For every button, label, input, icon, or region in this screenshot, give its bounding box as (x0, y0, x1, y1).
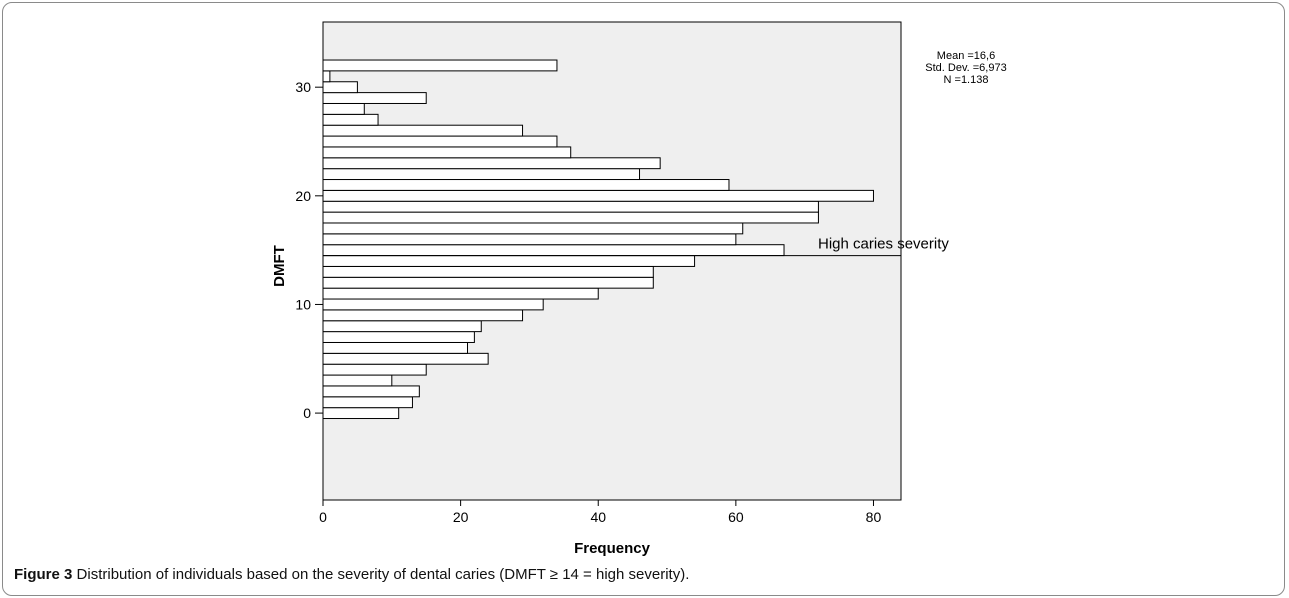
histogram-bar (322, 200, 819, 213)
histogram-bar (322, 70, 331, 83)
y-tick-label: 30 (295, 79, 311, 95)
histogram-bar (322, 352, 489, 365)
histogram-bar (322, 222, 744, 235)
histogram-bar (322, 396, 413, 409)
histogram-bar (322, 341, 468, 354)
histogram-bar (322, 146, 572, 159)
stats-box: Mean =16,6 Std. Dev. =6,973 N =1.138 (925, 50, 1006, 86)
histogram-bar (322, 374, 393, 387)
histogram-bar (322, 59, 558, 72)
annotation-label: High caries severity (818, 236, 949, 253)
histogram-bar (322, 81, 358, 94)
x-axis-label: Frequency (574, 540, 651, 557)
histogram-bar (322, 309, 524, 322)
caption-text: Distribution of individuals based on the… (76, 566, 690, 583)
figure-caption: Figure 3 Distribution of individuals bas… (14, 566, 689, 583)
x-tick-label: 40 (590, 509, 606, 525)
annotation-group: High caries severity (323, 236, 949, 257)
histogram-bar (322, 287, 599, 300)
histogram-bar (322, 276, 654, 289)
y-axis: 0 10 20 30 (295, 79, 323, 421)
x-axis: 0 20 40 60 80 (319, 500, 881, 525)
x-tick-label: 20 (453, 509, 469, 525)
histogram-bar (322, 113, 379, 126)
y-axis-label: DMFT (271, 245, 288, 287)
y-tick-label: 20 (295, 188, 311, 204)
histogram-bar (322, 135, 558, 148)
histogram-bar (322, 189, 874, 202)
stats-std-dev: Std. Dev. =6,973 (925, 62, 1006, 74)
histogram-bar (322, 363, 427, 376)
histogram-bar (322, 244, 785, 257)
y-tick-label: 0 (303, 405, 311, 421)
histogram-bar (322, 331, 475, 343)
histogram-bar (322, 102, 365, 115)
histogram-bar (322, 320, 482, 333)
histogram-bar (322, 124, 524, 137)
histogram-bar (322, 385, 420, 398)
histogram-bar (322, 407, 400, 420)
histogram-bar (322, 168, 641, 181)
histogram-bar (322, 298, 544, 311)
histogram-bar (322, 211, 819, 224)
histogram-bar (322, 92, 427, 104)
histogram-bar (322, 255, 696, 267)
histogram-bar (322, 265, 654, 278)
bar-group (322, 59, 874, 420)
histogram-bar (322, 157, 661, 170)
stats-n: N =1.138 (944, 74, 989, 86)
x-tick-label: 0 (319, 509, 327, 525)
histogram-bar (322, 179, 730, 191)
x-tick-label: 80 (866, 509, 882, 525)
caption-label: Figure 3 (14, 566, 73, 583)
x-tick-label: 60 (728, 509, 744, 525)
stats-mean: Mean =16,6 (937, 50, 995, 62)
histogram-bar (322, 233, 737, 246)
y-tick-label: 10 (295, 296, 311, 312)
